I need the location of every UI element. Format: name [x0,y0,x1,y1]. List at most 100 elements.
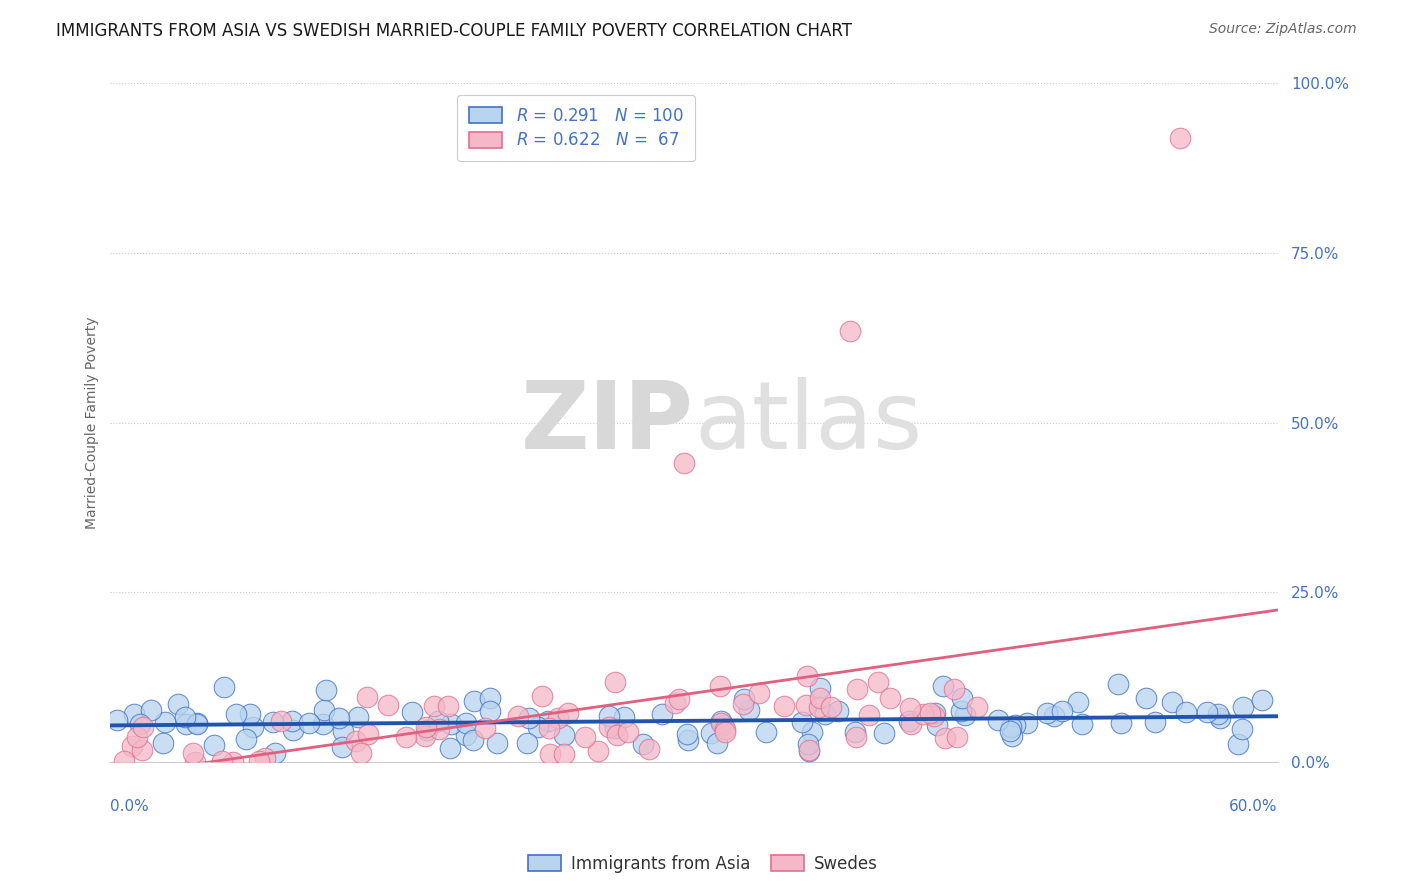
Point [846,681,869,696]
Point [344,734,367,748]
Point [173,710,195,724]
Point [668,692,690,706]
Point [801,725,824,739]
Point [153,714,176,729]
Point [298,716,321,731]
Point [922,709,945,723]
Point [799,743,821,757]
Point [121,739,143,754]
Point [315,683,337,698]
Point [186,716,208,731]
Legend: $\mathit{R}$ = 0.291   $\mathit{N}$ = 100, $\mathit{R}$ = 0.622   $\mathit{N}$ =: $\mathit{R}$ = 0.291 $\mathit{N}$ = 100,… [457,95,695,161]
Point [347,710,370,724]
Point [131,743,153,757]
Point [987,713,1010,727]
Point [868,675,890,690]
Point [925,718,948,732]
Point [479,691,502,706]
Point [1000,723,1022,738]
Point [553,747,575,761]
Point [516,736,538,750]
Point [401,705,423,719]
Point [332,724,354,739]
Point [799,744,821,758]
Point [262,715,284,730]
Point [478,704,501,718]
Point [112,754,135,768]
Point [264,746,287,760]
Point [547,711,569,725]
Point [530,690,553,704]
Point [754,724,776,739]
Point [808,681,831,696]
Point [1043,709,1066,723]
Point [631,737,654,751]
Point [152,736,174,750]
Point [439,740,461,755]
Point [415,720,437,734]
Point [711,718,734,732]
Point [731,697,754,711]
Point [247,754,270,768]
Point [506,708,529,723]
Point [616,725,638,739]
Point [820,700,842,714]
Point [314,703,336,717]
Point [773,699,796,714]
Point [124,706,146,721]
Point [427,714,450,728]
Point [844,724,866,739]
Point [598,709,620,723]
Point [356,690,378,705]
Point [673,456,696,470]
Point [517,711,540,725]
Point [950,704,973,718]
Point [538,721,561,735]
Point [586,744,609,758]
Point [858,708,880,723]
Point [184,755,207,769]
Point [270,714,292,728]
Point [242,721,264,735]
Point [176,716,198,731]
Point [898,701,921,715]
Point [912,707,935,722]
Point [813,706,835,721]
Text: 0.0%: 0.0% [111,799,149,814]
Point [139,703,162,717]
Point [1015,715,1038,730]
Point [844,730,866,744]
Point [807,700,830,714]
Point [706,736,728,750]
Point [463,732,485,747]
Point [474,721,496,735]
Point [1230,722,1253,736]
Point [710,715,733,730]
Point [1000,720,1022,734]
Point [454,715,477,730]
Point [436,698,458,713]
Point [598,720,620,734]
Point [1143,715,1166,730]
Point [794,698,817,713]
Point [311,717,333,731]
Point [651,707,673,722]
Point [440,717,463,731]
Point [214,681,236,695]
Point [350,746,373,760]
Point [1067,695,1090,709]
Point [416,723,439,737]
Point [945,730,967,744]
Point [1206,707,1229,722]
Point [879,690,901,705]
Y-axis label: Married-Couple Family Poverty: Married-Couple Family Poverty [86,317,100,529]
Point [838,324,860,338]
Point [1226,737,1249,751]
Point [395,731,418,745]
Point [225,706,247,721]
Point [423,699,446,714]
Point [377,698,399,713]
Point [536,714,558,729]
Point [709,679,731,693]
Point [1251,693,1274,707]
